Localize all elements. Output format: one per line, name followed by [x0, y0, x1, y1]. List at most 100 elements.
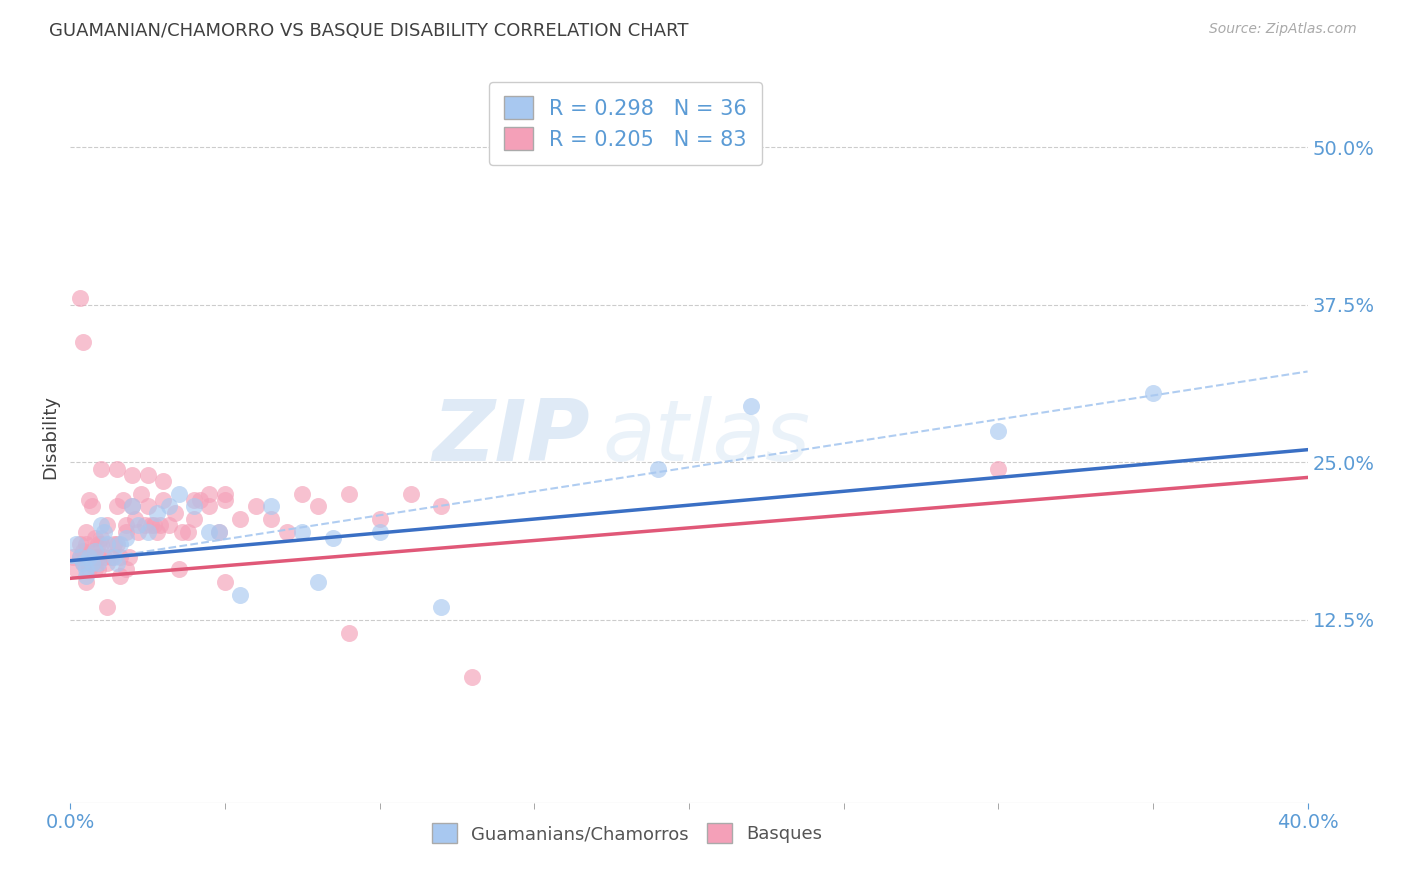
Point: [90, 537, 112, 551]
Point: [93, 524, 115, 539]
Point: [80, 500, 103, 514]
Text: atlas: atlas: [602, 395, 810, 479]
Point: [167, 487, 190, 501]
Point: [198, 487, 221, 501]
Point: [740, 399, 762, 413]
Point: [987, 461, 1010, 475]
Point: [115, 562, 138, 576]
Point: [165, 506, 187, 520]
Point: [157, 518, 180, 533]
Point: [260, 500, 283, 514]
Point: [146, 506, 169, 520]
Point: [87, 549, 110, 564]
Point: [198, 524, 221, 539]
Point: [987, 424, 1010, 438]
Point: [90, 461, 112, 475]
Point: [87, 537, 110, 551]
Point: [260, 512, 283, 526]
Point: [127, 518, 149, 533]
Point: [105, 500, 128, 514]
Point: [118, 549, 141, 564]
Point: [69, 549, 91, 564]
Point: [72, 543, 94, 558]
Point: [461, 670, 484, 684]
Point: [307, 500, 329, 514]
Text: ZIP: ZIP: [432, 395, 591, 479]
Point: [170, 524, 193, 539]
Point: [1142, 386, 1164, 401]
Point: [108, 537, 131, 551]
Point: [69, 537, 91, 551]
Point: [75, 575, 97, 590]
Point: [146, 524, 169, 539]
Point: [157, 500, 180, 514]
Point: [127, 524, 149, 539]
Point: [96, 600, 118, 615]
Point: [136, 467, 159, 482]
Point: [399, 487, 422, 501]
Point: [214, 493, 236, 508]
Point: [368, 524, 391, 539]
Point: [337, 487, 360, 501]
Point: [69, 291, 91, 305]
Point: [96, 537, 118, 551]
Point: [149, 518, 172, 533]
Point: [65, 537, 87, 551]
Point: [90, 531, 112, 545]
Point: [322, 531, 344, 545]
Point: [108, 549, 131, 564]
Point: [647, 461, 669, 475]
Point: [183, 512, 205, 526]
Text: GUAMANIAN/CHAMORRO VS BASQUE DISABILITY CORRELATION CHART: GUAMANIAN/CHAMORRO VS BASQUE DISABILITY …: [49, 22, 689, 40]
Point: [291, 524, 314, 539]
Point: [84, 549, 107, 564]
Point: [80, 556, 103, 570]
Point: [75, 524, 97, 539]
Point: [291, 487, 314, 501]
Point: [65, 562, 87, 576]
Point: [96, 518, 118, 533]
Point: [87, 556, 110, 570]
Point: [84, 562, 107, 576]
Point: [276, 524, 298, 539]
Point: [121, 467, 143, 482]
Point: [121, 500, 143, 514]
Point: [72, 556, 94, 570]
Point: [139, 518, 162, 533]
Point: [430, 500, 453, 514]
Point: [214, 487, 236, 501]
Point: [72, 556, 94, 570]
Point: [75, 562, 97, 576]
Point: [80, 556, 103, 570]
Point: [87, 562, 110, 576]
Point: [167, 562, 190, 576]
Point: [121, 500, 143, 514]
Legend: Guamanians/Chamorros, Basques: Guamanians/Chamorros, Basques: [422, 814, 832, 852]
Point: [115, 518, 138, 533]
Point: [103, 537, 125, 551]
Point: [115, 524, 138, 539]
Point: [177, 524, 200, 539]
Point: [93, 549, 115, 564]
Point: [368, 512, 391, 526]
Point: [214, 575, 236, 590]
Point: [307, 575, 329, 590]
Point: [208, 524, 231, 539]
Point: [136, 500, 159, 514]
Point: [430, 600, 453, 615]
Point: [84, 531, 107, 545]
Point: [103, 549, 125, 564]
Point: [131, 487, 153, 501]
Point: [80, 543, 103, 558]
Point: [84, 543, 107, 558]
Point: [105, 537, 128, 551]
Point: [90, 518, 112, 533]
Point: [111, 493, 134, 508]
Point: [75, 569, 97, 583]
Point: [134, 518, 156, 533]
Point: [69, 549, 91, 564]
Point: [124, 512, 146, 526]
Point: [75, 537, 97, 551]
Point: [105, 556, 128, 570]
Point: [229, 588, 252, 602]
